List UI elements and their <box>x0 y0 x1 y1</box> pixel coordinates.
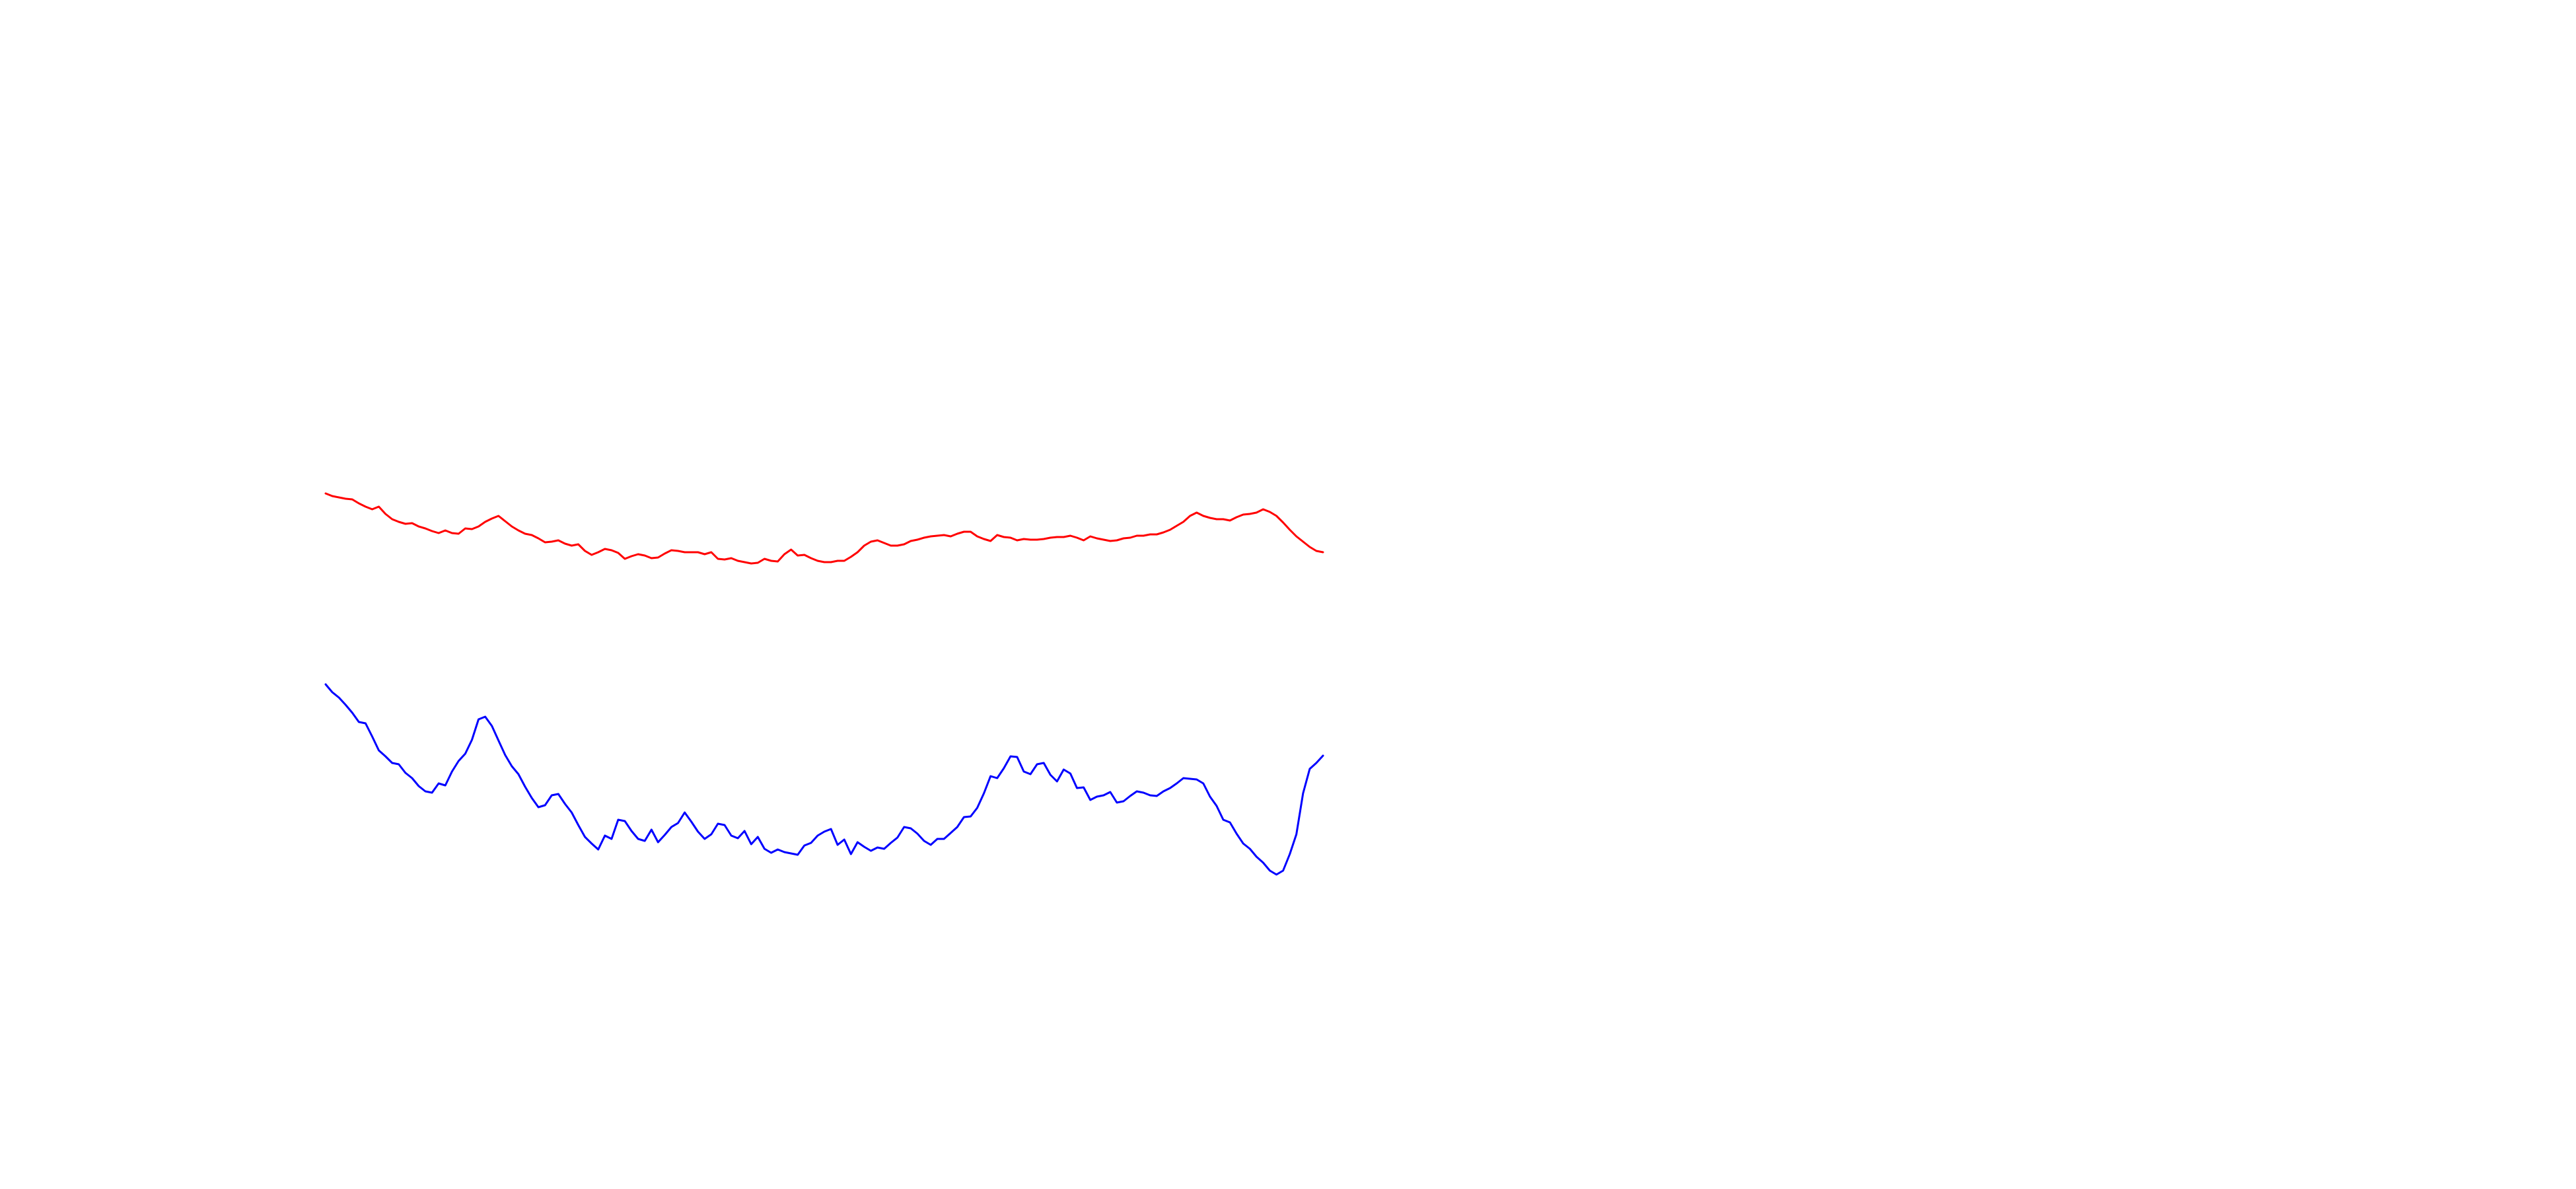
series-group <box>324 492 1324 876</box>
series-line-1 <box>324 492 1324 565</box>
series-line-2 <box>324 683 1324 876</box>
